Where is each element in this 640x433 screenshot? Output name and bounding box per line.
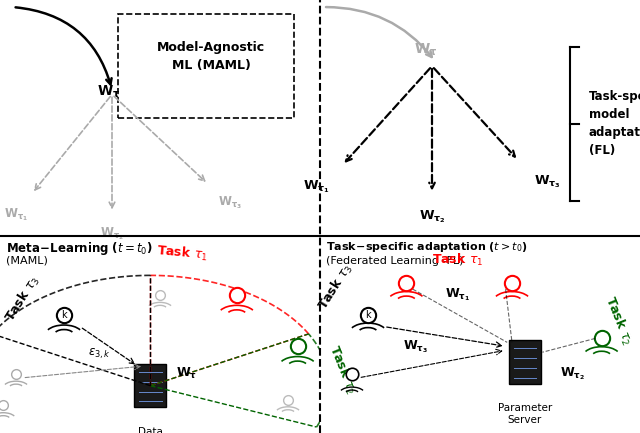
Text: Task $\tau_2$: Task $\tau_2$ xyxy=(325,343,360,397)
Text: $\mathbf{W_{\tau}}$: $\mathbf{W_{\tau}}$ xyxy=(176,366,197,381)
Bar xyxy=(118,14,294,118)
Text: $\mathbf{W_{\tau_1}}$: $\mathbf{W_{\tau_1}}$ xyxy=(445,287,470,304)
Bar xyxy=(134,364,166,407)
Text: $\mathbf{W_{\tau_2}}$: $\mathbf{W_{\tau_2}}$ xyxy=(560,365,586,382)
Text: Task $\tau_3$: Task $\tau_3$ xyxy=(316,261,356,313)
Text: Task $\tau_1$: Task $\tau_1$ xyxy=(156,243,209,264)
Text: $\mathbf{W_{\tau_3}}$: $\mathbf{W_{\tau_3}}$ xyxy=(403,338,429,355)
Text: Parameter
Server: Parameter Server xyxy=(498,404,552,425)
Text: Task-specific
model
adaptation
(FL): Task-specific model adaptation (FL) xyxy=(589,90,640,157)
Text: Task $\tau_2$: Task $\tau_2$ xyxy=(600,294,635,347)
Text: k: k xyxy=(365,310,371,320)
Text: $\mathbf{W_{\tau_3}}$: $\mathbf{W_{\tau_3}}$ xyxy=(534,174,561,190)
Bar xyxy=(509,340,541,384)
Text: $\mathbf{W_{\tau}}$: $\mathbf{W_{\tau}}$ xyxy=(414,42,437,58)
Text: $\mathbf{W_{\tau_2}}$: $\mathbf{W_{\tau_2}}$ xyxy=(100,225,124,242)
Text: (Federated Learning -FL): (Federated Learning -FL) xyxy=(326,255,464,266)
Text: (MAML): (MAML) xyxy=(6,255,48,266)
Text: k: k xyxy=(61,310,67,320)
Text: Data
center: Data center xyxy=(134,427,167,433)
Text: $\mathbf{W_{\tau_3}}$: $\mathbf{W_{\tau_3}}$ xyxy=(218,195,243,211)
Text: $\mathbf{W_{\tau_1}}$: $\mathbf{W_{\tau_1}}$ xyxy=(4,207,28,223)
Text: Model-Agnostic
ML (MAML): Model-Agnostic ML (MAML) xyxy=(157,41,265,72)
Text: $\mathbf{W_{\tau}}$: $\mathbf{W_{\tau}}$ xyxy=(97,84,120,100)
Text: $\mathbf{Meta\!-\!Learning}\ \mathbf{(}t = t_0\mathbf{)}$: $\mathbf{Meta\!-\!Learning}\ \mathbf{(}t… xyxy=(6,240,154,257)
Text: $\varepsilon_{3,k}$: $\varepsilon_{3,k}$ xyxy=(88,347,111,362)
Text: $\mathbf{Task\!-\!specific\ adaptation\ (}t > t_0\mathbf{)}$: $\mathbf{Task\!-\!specific\ adaptation\ … xyxy=(326,240,528,254)
Text: $\mathbf{W_{\tau_1}}$: $\mathbf{W_{\tau_1}}$ xyxy=(303,178,330,195)
Text: $\mathbf{W_{\tau_2}}$: $\mathbf{W_{\tau_2}}$ xyxy=(419,209,445,226)
Text: Task $\tau_3$: Task $\tau_3$ xyxy=(2,273,43,325)
Text: Task $\tau_1$: Task $\tau_1$ xyxy=(432,252,483,268)
